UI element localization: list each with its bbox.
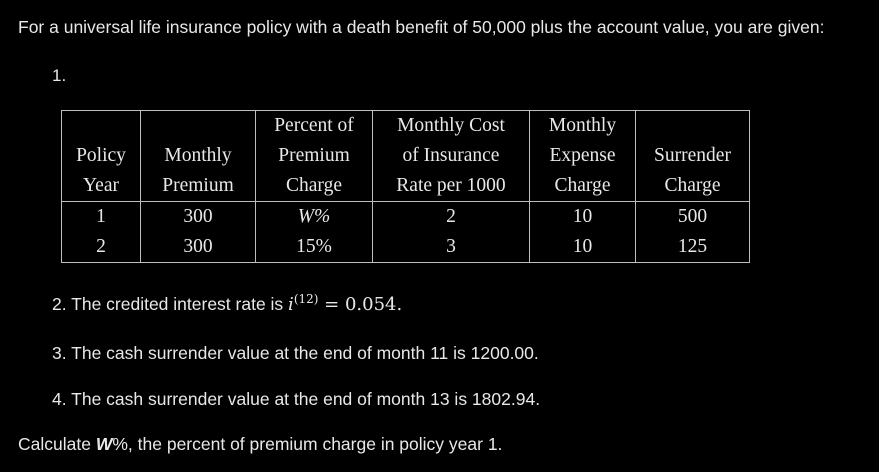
header-cell: Policy	[61, 141, 141, 171]
table-cell: 3	[372, 232, 530, 263]
table-cell: 10	[529, 232, 636, 263]
header-cell: Surrender	[635, 141, 750, 171]
table-cell: 1	[61, 201, 141, 232]
table-cell: 15%	[255, 232, 373, 263]
table-cell: 500	[635, 201, 750, 232]
question-variable: W	[95, 434, 113, 454]
header-cell: of Insurance	[372, 141, 530, 171]
item-2-text: 2. The credited interest rate is	[52, 294, 289, 314]
table-row: 2 300 15% 3 10 125	[61, 232, 750, 263]
table-cell: 10	[529, 201, 636, 232]
table-cell: 300	[140, 201, 256, 232]
table-cell: 125	[635, 232, 750, 263]
header-cell	[140, 110, 256, 141]
header-cell: Rate per 1000	[372, 171, 530, 202]
math-superscript: (12)	[293, 292, 319, 306]
math-value: = 0.054.	[318, 294, 403, 315]
question-prefix: Calculate	[18, 434, 96, 454]
table-cell: 300	[140, 232, 256, 263]
header-cell: Monthly	[529, 110, 636, 141]
policy-table: Percent of Monthly Cost Monthly Policy M…	[61, 110, 750, 263]
header-cell: Charge	[635, 171, 750, 202]
math-variable: i	[288, 294, 294, 315]
table-cell: 2	[61, 232, 141, 263]
header-cell: Monthly Cost	[372, 110, 530, 141]
table-row: 1 300 W% 2 10 500	[61, 201, 750, 232]
header-cell	[635, 110, 750, 141]
table-header-row: Policy Monthly Premium of Insurance Expe…	[61, 141, 750, 171]
header-cell: Charge	[529, 171, 636, 202]
header-cell: Year	[61, 171, 141, 202]
interest-rate-formula: i(12) = 0.054.	[288, 292, 403, 315]
table-cell: W%	[255, 201, 373, 232]
given-item-2: 2. The credited interest rate is i(12) =…	[52, 292, 402, 315]
header-cell	[61, 110, 141, 141]
header-cell: Monthly	[140, 141, 256, 171]
given-item-1-number: 1.	[52, 66, 67, 85]
header-cell: Charge	[255, 171, 373, 202]
table-cell: 2	[372, 201, 530, 232]
header-cell: Percent of	[255, 110, 373, 141]
question-suffix: %, the percent of premium charge in poli…	[112, 434, 503, 454]
question-prompt: Calculate W%, the percent of premium cha…	[18, 434, 502, 455]
problem-intro: For a universal life insurance policy wi…	[18, 17, 825, 37]
header-cell: Premium	[140, 171, 256, 202]
given-item-4: 4. The cash surrender value at the end o…	[52, 389, 541, 409]
header-cell: Premium	[255, 141, 373, 171]
given-item-3: 3. The cash surrender value at the end o…	[52, 343, 539, 363]
table-header-row: Year Premium Charge Rate per 1000 Charge…	[61, 171, 750, 202]
header-cell: Expense	[529, 141, 636, 171]
table-header-row: Percent of Monthly Cost Monthly	[61, 110, 750, 141]
